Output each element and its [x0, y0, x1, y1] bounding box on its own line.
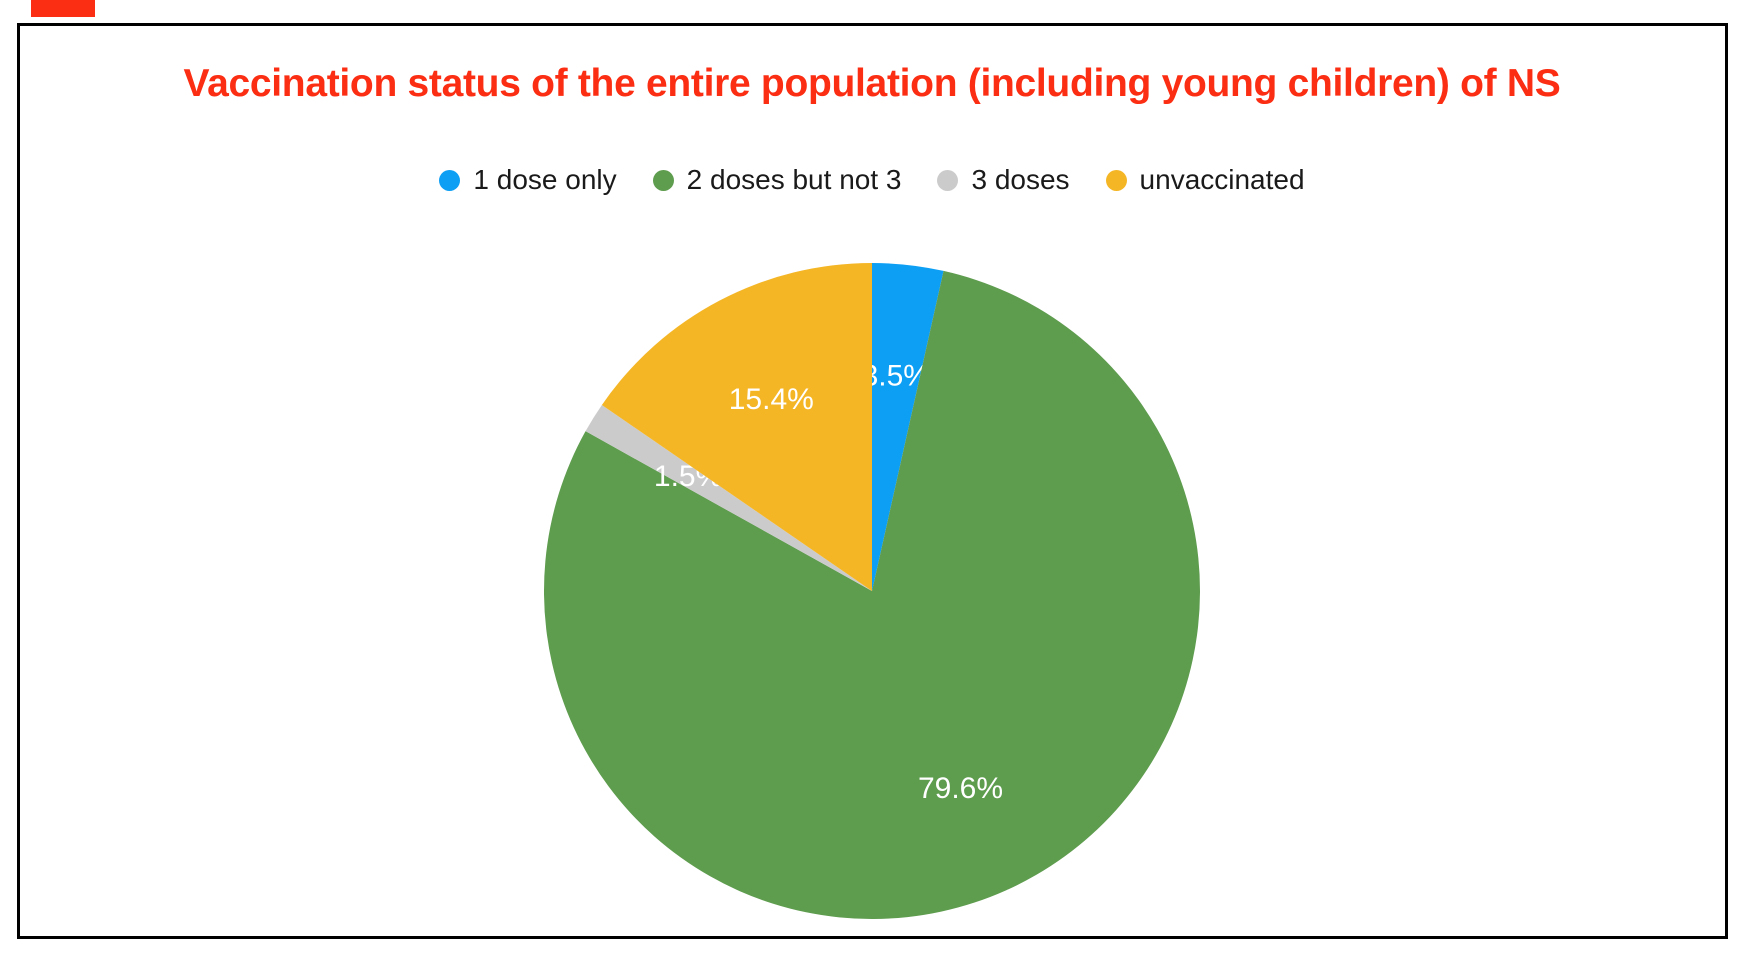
- legend-item-unvaccinated[interactable]: unvaccinated: [1105, 164, 1305, 195]
- chart-title: Vaccination status of the entire populat…: [183, 62, 1561, 105]
- legend-swatch-icon: [1105, 169, 1127, 191]
- pie-slice-unvaccinated[interactable]: [601, 263, 872, 591]
- legend-label: unvaccinated: [1139, 164, 1305, 195]
- chart-frame: [17, 23, 1728, 939]
- screen-corner-red-marker: [31, 0, 95, 17]
- legend-swatch-icon: [652, 169, 674, 191]
- legend-label: 3 doses: [971, 164, 1070, 195]
- pie-slice-value-label: 79.6%: [918, 772, 1003, 805]
- legend-item-3-doses[interactable]: 3 doses: [937, 164, 1070, 195]
- pie-slice-2-doses-but-not-3[interactable]: [543, 270, 1200, 920]
- chart-legend: 1 dose only 2 doses but not 3 3 doses unvac…: [0, 166, 1744, 194]
- pie-slice-3-doses[interactable]: [585, 404, 872, 591]
- legend-label: 2 doses but not 3: [686, 164, 902, 195]
- legend-swatch-icon: [439, 169, 461, 191]
- pie-slice-value-label: 15.4%: [729, 383, 814, 416]
- legend-label: 1 dose only: [473, 164, 617, 195]
- legend-swatch-icon: [937, 169, 959, 191]
- pie-slice-1-dose-only[interactable]: [872, 263, 944, 591]
- legend-item-2-doses-but-not-3[interactable]: 2 doses but not 3: [652, 164, 902, 195]
- legend-item-1-dose-only[interactable]: 1 dose only: [439, 164, 617, 195]
